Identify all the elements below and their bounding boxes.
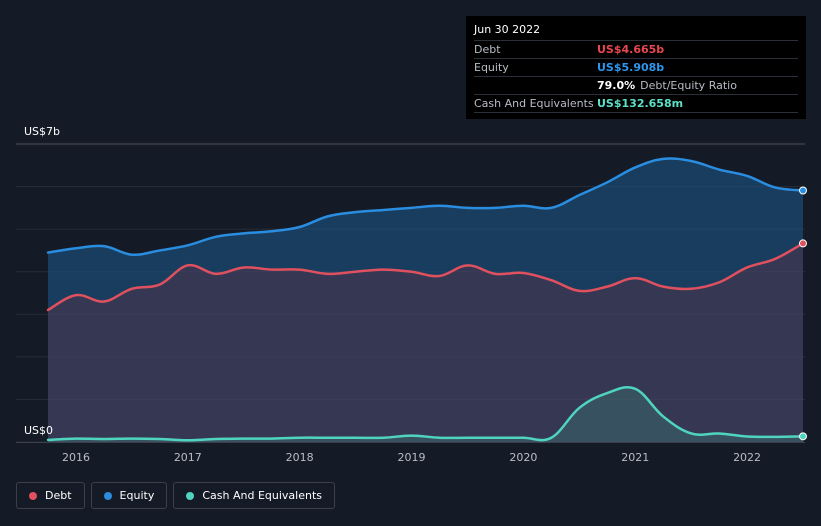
x-tick-label: 2022 — [733, 451, 761, 464]
area-equity — [48, 158, 803, 442]
tooltip-debt-value: US$4.665b — [597, 43, 665, 56]
tooltip-debt-label: Debt — [474, 43, 501, 56]
tooltip-row-cash: Cash And Equivalents US$132.658m — [474, 94, 798, 113]
x-tick-label: 2021 — [621, 451, 649, 464]
end-marker-equity — [799, 186, 807, 195]
tooltip-row-ratio: 79.0% Debt/Equity Ratio — [474, 76, 798, 94]
legend-label-debt: Debt — [45, 489, 72, 502]
tooltip-equity-value: US$5.908b — [597, 61, 665, 74]
axis-labels: US$7b US$0 2016 2017 2018 2019 2020 2021 2022 — [24, 125, 761, 464]
legend-item-equity[interactable]: Equity — [90, 482, 168, 509]
tooltip-cash-label: Cash And Equivalents — [474, 97, 594, 110]
tooltip: Jun 30 2022 Debt US$4.665b Equity US$5.9… — [466, 16, 806, 119]
legend-label-equity: Equity — [119, 489, 155, 502]
line-debt — [46, 242, 805, 312]
tooltip-row-debt: Debt US$4.665b — [474, 40, 798, 58]
legend-dot-cash — [186, 491, 195, 500]
area-cash-and-equivalents — [48, 387, 803, 442]
legend: Debt Equity Cash And Equivalents — [16, 482, 335, 509]
x-tick-label: 2019 — [398, 451, 426, 464]
legend-item-cash[interactable]: Cash And Equivalents — [173, 482, 335, 509]
legend-label-cash: Cash And Equivalents — [202, 489, 322, 502]
x-tick-label: 2020 — [509, 451, 537, 464]
tooltip-cash-value: US$132.658m — [597, 97, 684, 110]
y-label-bottom: US$0 — [24, 424, 53, 437]
x-tick-label: 2017 — [174, 451, 202, 464]
legend-item-debt[interactable]: Debt — [16, 482, 85, 509]
x-tick-label: 2016 — [62, 451, 90, 464]
series-areas — [48, 158, 803, 442]
x-tick-label: 2018 — [286, 451, 314, 464]
line-cash-and-equivalents — [46, 385, 805, 442]
tooltip-ratio-sub: Debt/Equity Ratio — [640, 79, 737, 92]
legend-dot-equity — [103, 491, 112, 500]
end-marker-cash-and-equivalents — [799, 432, 807, 441]
y-label-top: US$7b — [24, 125, 60, 138]
area-debt — [48, 243, 803, 442]
tooltip-row-equity: Equity US$5.908b — [474, 58, 798, 76]
line-equity — [46, 157, 805, 257]
tooltip-date: Jun 30 2022 — [474, 23, 541, 36]
legend-dot-debt — [29, 491, 37, 500]
end-marker-debt — [799, 239, 807, 248]
tooltip-ratio-value: 79.0% — [597, 79, 636, 92]
end-markers — [799, 186, 807, 441]
tooltip-equity-label: Equity — [474, 61, 509, 74]
series-lines — [46, 157, 805, 442]
